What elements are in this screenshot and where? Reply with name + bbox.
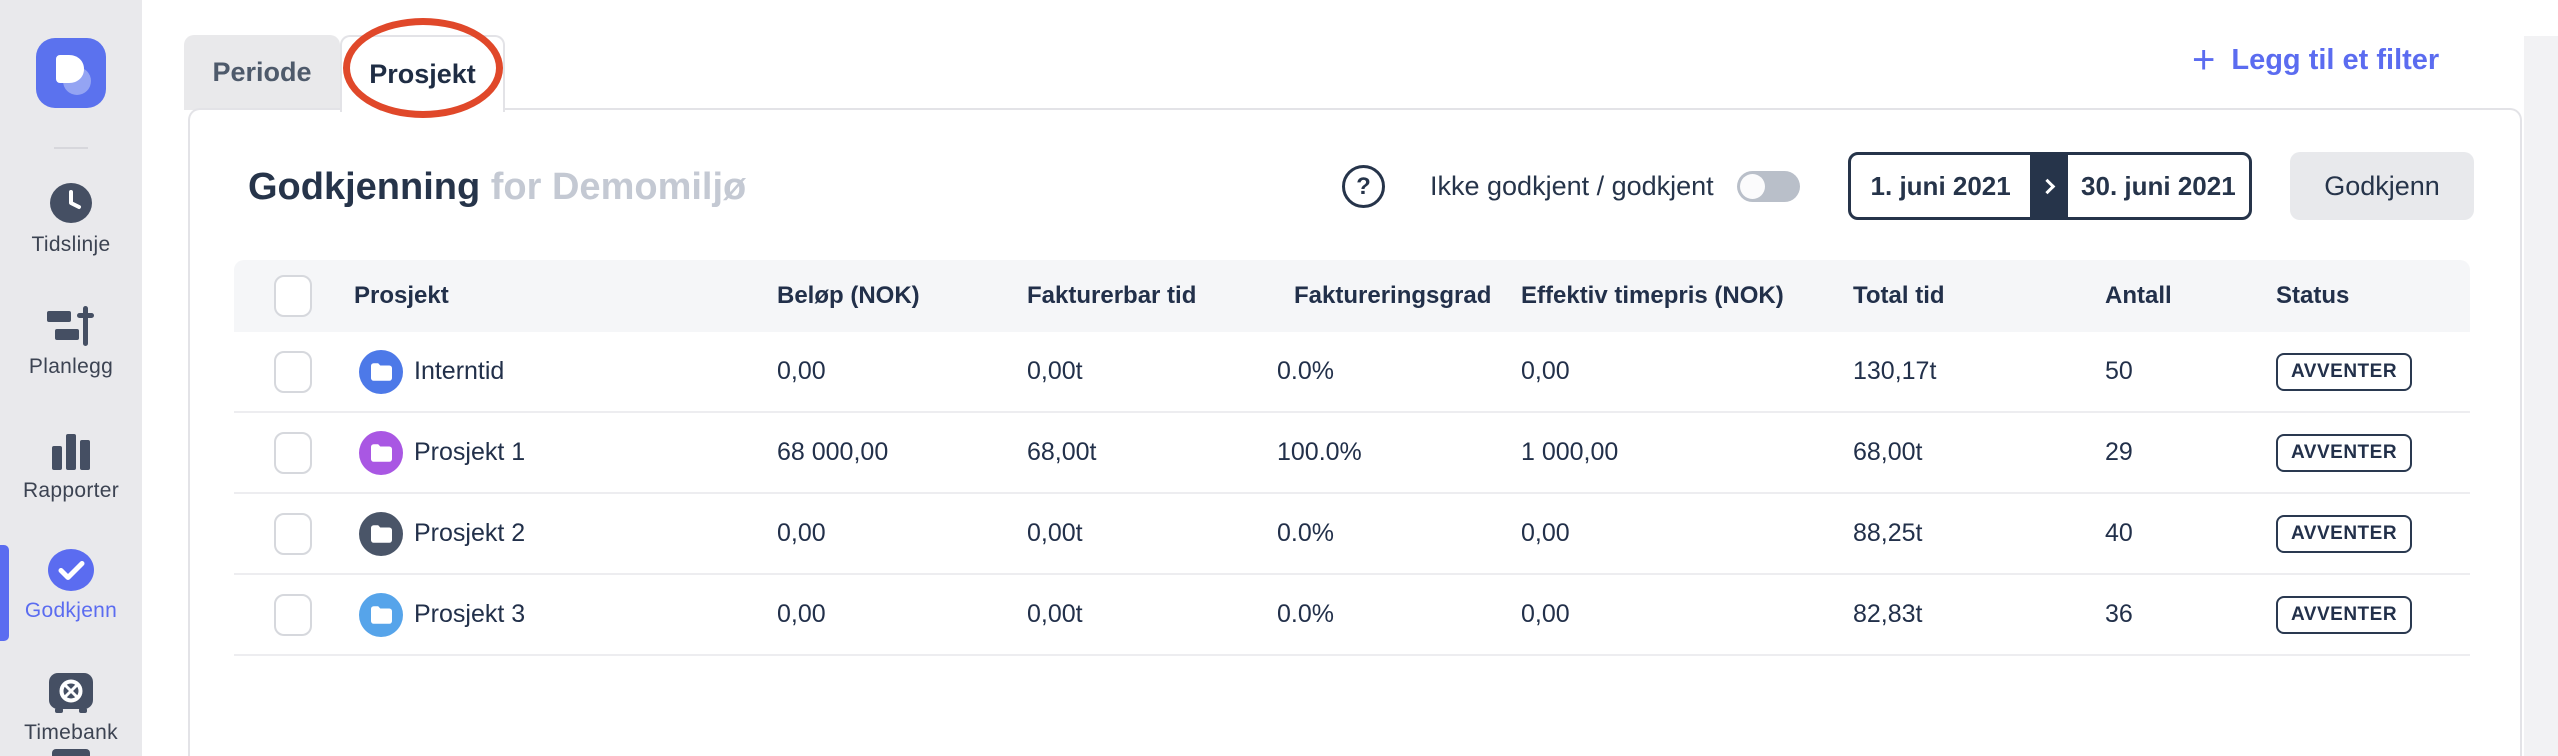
project-folder-icon bbox=[359, 349, 403, 394]
project-name: Prosjekt 3 bbox=[414, 600, 526, 628]
add-filter-link[interactable]: + Legg til et filter bbox=[2192, 40, 2439, 80]
approval-card: Godkjenning for Demomiljø ? Ikke godkjen… bbox=[188, 108, 2522, 756]
count-value: 36 bbox=[2105, 600, 2133, 628]
column-header-belop: Beløp (NOK) bbox=[777, 282, 920, 309]
column-header-total-tid: Total tid bbox=[1853, 282, 1945, 309]
column-header-prosjekt: Prosjekt bbox=[354, 282, 449, 309]
projects-table: Prosjekt Beløp (NOK) Fakturerbar tid Fak… bbox=[234, 260, 2470, 656]
effective-hourly-rate-value: 0,00 bbox=[1521, 357, 1570, 385]
total-time-value: 82,83t bbox=[1853, 600, 1923, 628]
status-badge: AVVENTER bbox=[2276, 595, 2413, 634]
app-logo[interactable] bbox=[36, 38, 106, 108]
approve-button[interactable]: Godkjenn bbox=[2290, 152, 2474, 220]
status-badge: AVVENTER bbox=[2276, 352, 2413, 391]
help-icon[interactable]: ? bbox=[1342, 165, 1385, 208]
sidebar-item-tidslinje[interactable]: Tidslinje bbox=[0, 182, 142, 257]
sidebar-divider bbox=[54, 147, 88, 149]
total-time-value: 68,00t bbox=[1853, 438, 1923, 466]
vault-icon bbox=[0, 670, 142, 714]
check-circle-icon bbox=[0, 548, 142, 592]
sidebar-item-godkjenn[interactable]: Godkjenn bbox=[0, 548, 142, 623]
row-checkbox[interactable] bbox=[274, 350, 312, 393]
table-header-row: Prosjekt Beløp (NOK) Fakturerbar tid Fak… bbox=[234, 260, 2470, 332]
amount-value: 0,00 bbox=[777, 519, 826, 547]
tab-periode[interactable]: Periode bbox=[184, 35, 340, 110]
plus-icon: + bbox=[2192, 38, 2216, 82]
page-right-margin bbox=[2524, 36, 2558, 756]
billing-rate-value: 0.0% bbox=[1277, 357, 1334, 385]
date-from-button[interactable]: 1. juni 2021 bbox=[1870, 170, 2011, 201]
approved-filter-toggle[interactable] bbox=[1737, 171, 1800, 202]
date-range-picker: 1. juni 2021 30. juni 2021 bbox=[1848, 152, 2252, 220]
sidebar: Tidslinje Planlegg Rapporter Godkjenn Ti… bbox=[0, 0, 142, 756]
tab-periode-label: Periode bbox=[212, 57, 312, 87]
date-to-button[interactable]: 30. juni 2021 bbox=[2081, 170, 2236, 201]
row-checkbox[interactable] bbox=[274, 512, 312, 555]
column-header-antall: Antall bbox=[2105, 282, 2172, 309]
status-badge: AVVENTER bbox=[2276, 514, 2413, 553]
billable-time-value: 0,00t bbox=[1027, 357, 1083, 385]
project-name: Prosjekt 2 bbox=[414, 519, 526, 547]
total-time-value: 130,17t bbox=[1853, 357, 1937, 385]
tab-prosjekt-label: Prosjekt bbox=[369, 59, 476, 89]
billable-time-value: 0,00t bbox=[1027, 519, 1083, 547]
effective-hourly-rate-value: 0,00 bbox=[1521, 600, 1570, 628]
sidebar-item-rapporter[interactable]: Rapporter bbox=[0, 428, 142, 503]
bar-chart-icon bbox=[0, 428, 142, 472]
project-name: Interntid bbox=[414, 357, 505, 385]
total-time-value: 88,25t bbox=[1853, 519, 1923, 547]
billing-rate-value: 0.0% bbox=[1277, 519, 1334, 547]
table-row[interactable]: Prosjekt 3 0,00 0,00t 0.0% 0,00 82,83t 3… bbox=[234, 575, 2470, 656]
amount-value: 0,00 bbox=[777, 600, 826, 628]
table-row[interactable]: Prosjekt 1 68 000,00 68,00t 100.0% 1 000… bbox=[234, 413, 2470, 494]
select-all-checkbox[interactable] bbox=[274, 275, 312, 317]
column-header-faktureringsgrad: Faktureringsgrad bbox=[1294, 282, 1492, 309]
date-range-separator bbox=[2030, 155, 2068, 217]
billable-time-value: 68,00t bbox=[1027, 438, 1097, 466]
add-filter-label: Legg til et filter bbox=[2231, 43, 2440, 76]
sidebar-item-timebank[interactable]: Timebank bbox=[0, 670, 142, 745]
chevron-right-icon bbox=[2039, 178, 2055, 194]
table-row[interactable]: Interntid 0,00 0,00t 0.0% 0,00 130,17t 5… bbox=[234, 332, 2470, 413]
project-folder-icon bbox=[359, 511, 403, 556]
tab-prosjekt[interactable]: Prosjekt bbox=[340, 35, 505, 112]
partial-next-icon bbox=[52, 749, 90, 756]
column-header-fakturerbar-tid: Fakturerbar tid bbox=[1027, 282, 1197, 309]
effective-hourly-rate-value: 1 000,00 bbox=[1521, 438, 1619, 466]
page-subtitle: for Demomiljø bbox=[490, 166, 747, 208]
effective-hourly-rate-value: 0,00 bbox=[1521, 519, 1570, 547]
toggle-label: Ikke godkjent / godkjent bbox=[1430, 171, 1714, 201]
row-checkbox[interactable] bbox=[274, 593, 312, 636]
status-badge: AVVENTER bbox=[2276, 433, 2413, 472]
page-title: Godkjenning for Demomiljø bbox=[248, 166, 747, 208]
project-folder-icon bbox=[359, 430, 403, 475]
billing-rate-value: 100.0% bbox=[1277, 438, 1362, 466]
amount-value: 68 000,00 bbox=[777, 438, 889, 466]
count-value: 29 bbox=[2105, 438, 2133, 466]
billing-rate-value: 0.0% bbox=[1277, 600, 1334, 628]
project-folder-icon bbox=[359, 592, 403, 637]
toggle-knob bbox=[1740, 174, 1765, 199]
column-header-status: Status bbox=[2276, 282, 2350, 309]
gantt-icon bbox=[0, 304, 142, 348]
count-value: 40 bbox=[2105, 519, 2133, 547]
count-value: 50 bbox=[2105, 357, 2133, 385]
amount-value: 0,00 bbox=[777, 357, 826, 385]
row-checkbox[interactable] bbox=[274, 431, 312, 474]
billable-time-value: 0,00t bbox=[1027, 600, 1083, 628]
clock-icon bbox=[0, 182, 142, 226]
column-header-effektiv-timepris: Effektiv timepris (NOK) bbox=[1521, 282, 1784, 309]
sidebar-item-planlegg[interactable]: Planlegg bbox=[0, 304, 142, 379]
project-name: Prosjekt 1 bbox=[414, 438, 526, 466]
table-row[interactable]: Prosjekt 2 0,00 0,00t 0.0% 0,00 88,25t 4… bbox=[234, 494, 2470, 575]
active-item-indicator bbox=[0, 545, 9, 641]
